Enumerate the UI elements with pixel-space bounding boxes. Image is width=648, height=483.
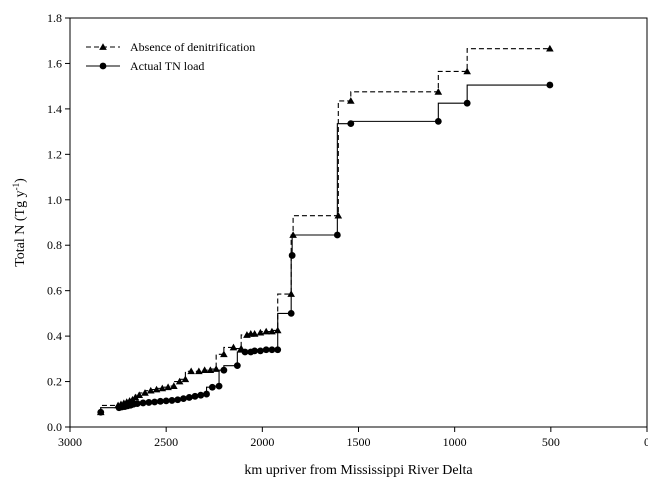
x-tick-label: 1500 [347,435,371,449]
series-2-point [288,252,296,259]
series-1-point [334,211,343,219]
series-1-point [200,366,209,374]
series-1-point [220,350,228,358]
legend-label: Absence of denitrification [130,40,255,54]
series-1-point [131,393,140,401]
series-2-point [434,117,442,125]
series-2-point [139,399,147,407]
series-1-point [164,383,172,391]
series-2-line [100,84,550,413]
series-1-point [250,330,259,337]
series-1-point [463,67,471,75]
y-tick-label: 0.4 [47,329,62,343]
series-2-point [241,348,249,356]
legend-label: Actual TN load [130,59,204,73]
series-1-point [206,366,215,374]
y-tick-label: 0.8 [47,238,62,252]
series-1-point [135,391,144,399]
x-tick-label: 0 [644,435,648,449]
series-2-point [347,120,355,128]
y-tick-label: 1.2 [47,147,62,161]
series-2-point [215,382,223,390]
series-2-point [145,399,153,406]
series-2 [97,81,554,416]
y-tick-label: 1.4 [47,102,62,116]
series-2-point [333,231,341,239]
series-1-point [268,327,276,335]
legend-item-1: Absence of denitrification [86,40,255,54]
series-1-point [347,97,355,104]
series-2-point [185,394,193,401]
x-tick-label: 3000 [58,435,82,449]
series-1-point [212,365,220,372]
series-1-point [175,377,184,385]
legend: Absence of denitrification Actual TN load [86,40,255,73]
x-tick-label: 2500 [154,435,178,449]
series-2-point [168,397,176,404]
series-1-point [181,375,190,383]
legend-item-2: Actual TN load [86,59,204,73]
series-1-point [141,389,149,396]
series-2-point [162,397,170,405]
series-1-point [170,382,178,389]
x-tick-label: 500 [542,435,560,449]
series-1-point [158,384,167,392]
series-2-point [156,397,164,405]
series-1-point [434,88,443,95]
y-tick-label: 0.6 [47,284,62,298]
plot-frame [69,17,648,428]
series-2-point [463,99,471,107]
series-2-point [208,383,216,391]
series-2-point [274,346,282,354]
x-axis-title: km upriver from Mississippi River Delta [244,463,473,478]
series-1 [96,44,554,416]
x-tick-label: 2000 [250,435,274,449]
legend-marker [99,43,107,50]
series-2-point [133,400,141,407]
series-2-point [262,346,270,354]
y-tick-label: 1.6 [47,56,62,70]
series-1-point [187,367,195,375]
series-2-point [268,346,276,354]
series-1-line [100,48,550,413]
series-2-point [233,362,241,370]
series-2-point [220,366,228,374]
y-tick-label: 1.0 [47,193,62,207]
series-2-point [151,398,159,406]
y-axis-title: Total N (Tg y-1) [11,178,28,267]
plot-area [69,17,648,428]
axes: 3000 2500 2000 1500 1000 500 0 0.0 0.2 0.4 0.6 0.8 1… [47,11,648,449]
series-1-point [256,328,265,336]
series-2-point [287,309,295,317]
series-2-point [546,81,554,89]
series-2-point [203,390,210,398]
series-1-point [152,385,161,393]
series-2-point [251,347,259,355]
legend-marker [99,62,107,70]
series-2-point [197,391,205,399]
series-group [96,44,554,416]
y-tick-label: 0.2 [47,375,62,389]
y-tick-label: 1.8 [47,11,62,25]
series-1-point [146,386,155,394]
series-2-point [191,392,199,400]
series-2-point [180,395,187,402]
y-axis-title-base: Total N (Tg y [13,190,28,266]
series-2-point [174,396,182,404]
series-1-point [195,367,203,375]
series-2-point [257,347,264,355]
series-2-point [97,408,105,416]
series-1-point [229,343,238,351]
y-tick-label: 0.0 [47,420,62,434]
series-1-point [546,44,554,52]
series-1-point [262,327,270,335]
y-axis-title-close: ) [13,178,28,183]
x-tick-label: 1000 [443,435,467,449]
y-axis-title-sup: -1 [11,183,21,191]
